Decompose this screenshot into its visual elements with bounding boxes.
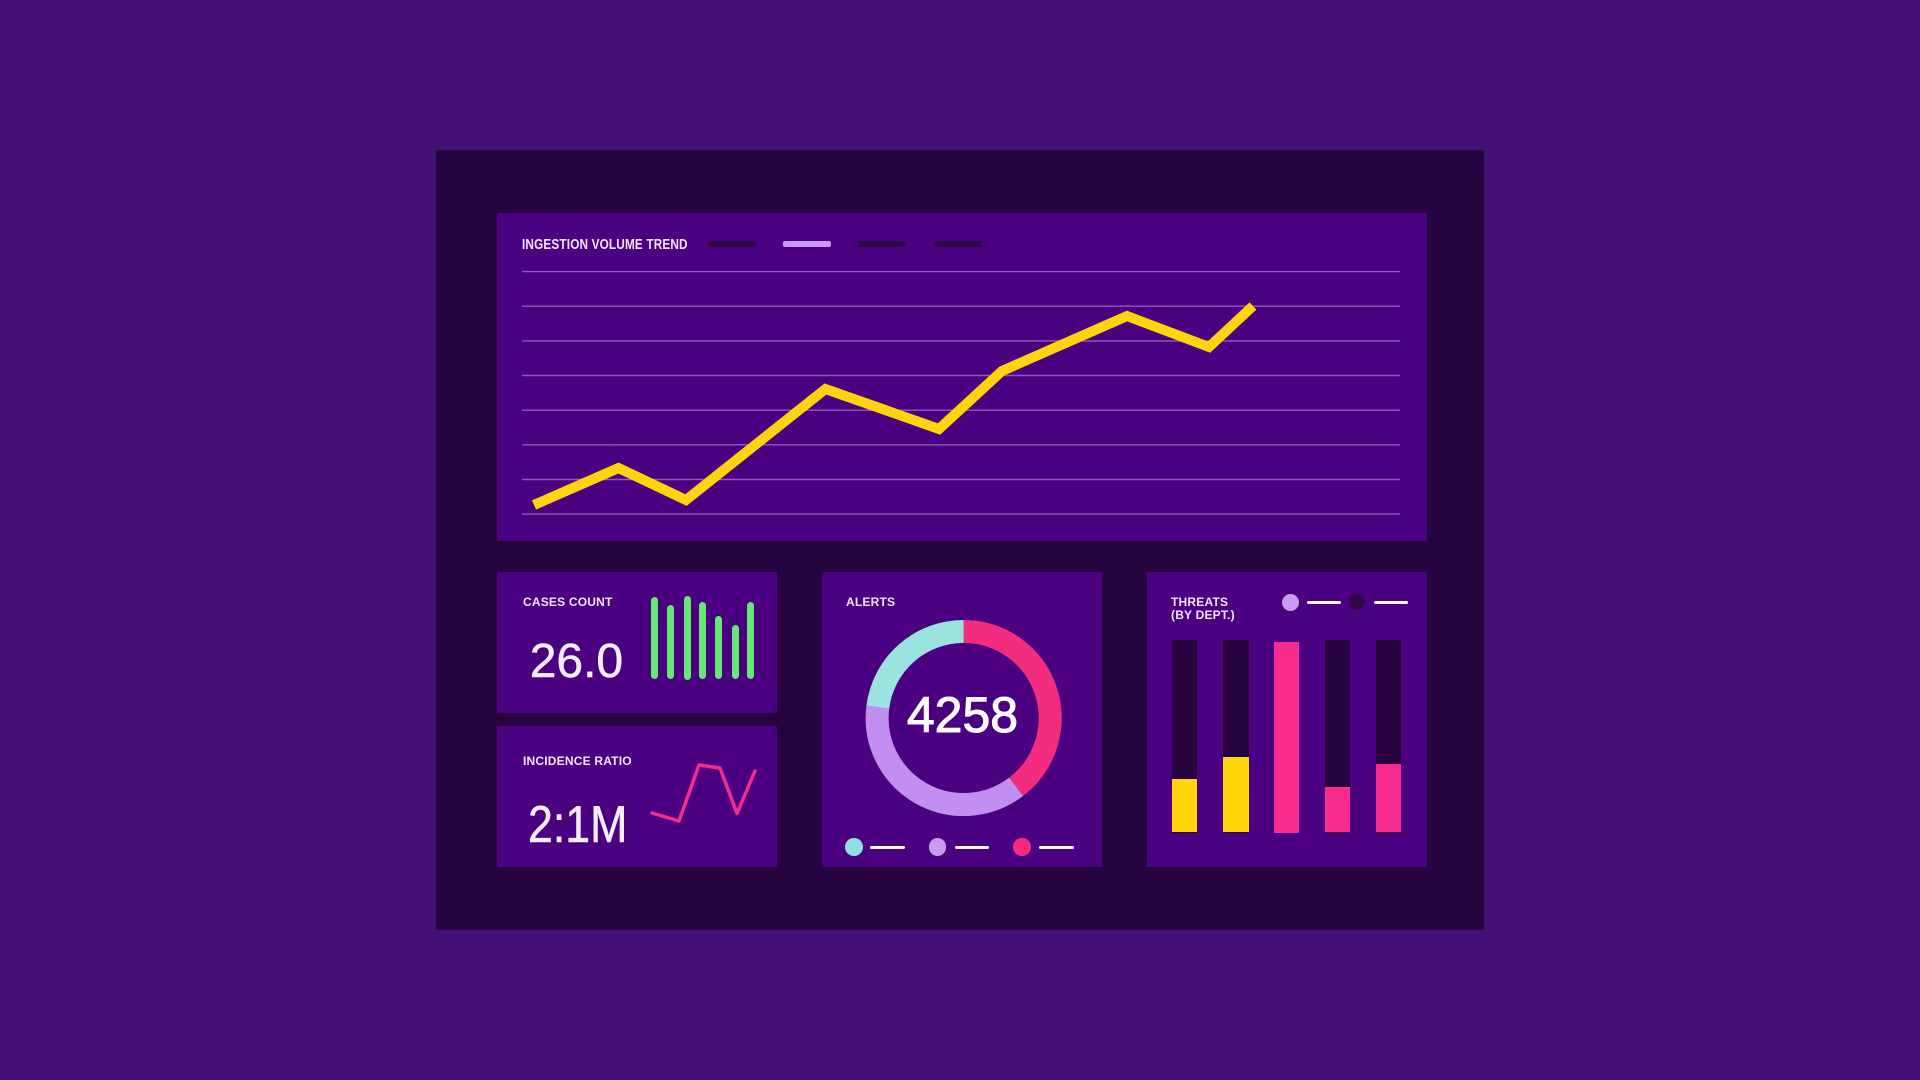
svg-text:4258: 4258 <box>907 687 1018 743</box>
